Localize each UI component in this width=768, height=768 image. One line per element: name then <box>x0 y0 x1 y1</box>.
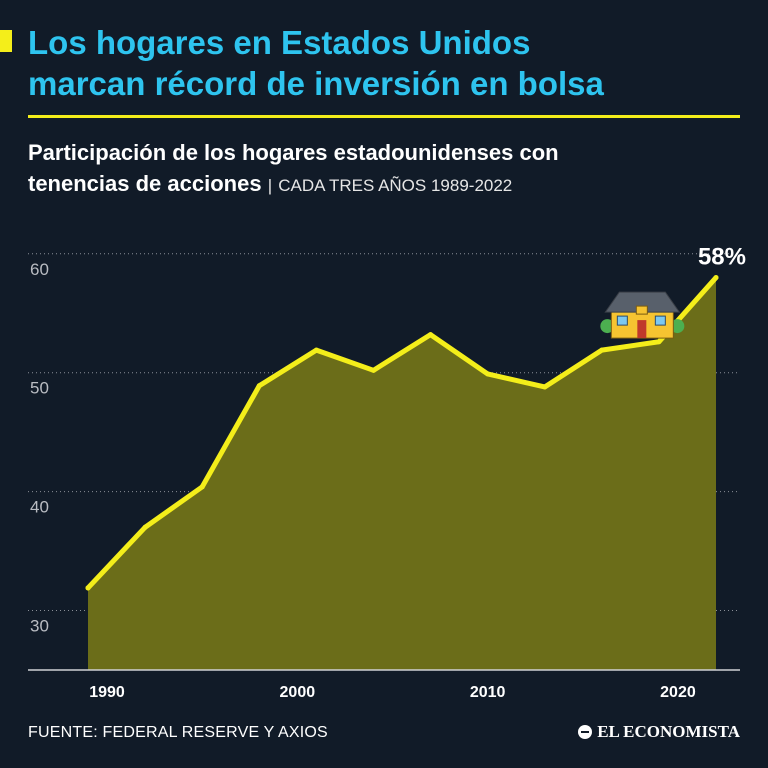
brand-mark-icon <box>578 725 593 739</box>
y-tick-label-40: 40 <box>30 498 49 517</box>
y-tick-label-60: 60 <box>30 260 49 279</box>
data-point-1998 <box>256 383 262 389</box>
data-point-2013 <box>542 384 548 390</box>
data-point-2019 <box>656 339 662 345</box>
title-line-1: Los hogares en Estados Unidos <box>28 24 531 61</box>
title-accent-bar <box>0 30 12 52</box>
subtitle-line-2: tenencias de acciones <box>28 171 262 196</box>
area-fill <box>88 277 716 670</box>
x-tick-label-1990: 1990 <box>89 684 125 700</box>
data-point-1989 <box>85 585 91 591</box>
subtitle-line-1: Participación de los hogares estadounide… <box>28 140 559 165</box>
data-point-1995 <box>199 484 205 490</box>
subtitle-separator: | <box>267 176 273 195</box>
subtitle-frequency: CADA TRES AÑOS 1989-2022 <box>278 176 513 195</box>
series-line <box>85 275 719 591</box>
page-title: Los hogares en Estados Unidos marcan réc… <box>28 22 758 104</box>
end-value-label: 58% <box>698 244 746 271</box>
data-point-2004 <box>370 367 376 373</box>
x-tick-label-2000: 2000 <box>280 684 316 700</box>
chart-subtitle: Participación de los hogares estadounide… <box>28 137 758 201</box>
x-tick-label-2010: 2010 <box>470 684 506 700</box>
data-point-2016 <box>599 347 605 353</box>
x-tick-label-2020: 2020 <box>660 684 696 700</box>
stock-ownership-chart: 30 40 50 60 1990 2000 2010 2020 58% <box>28 244 746 700</box>
title-line-2: marcan récord de inversión en bolsa <box>28 65 604 102</box>
source-note: FUENTE: FEDERAL RESERVE Y AXIOS <box>28 724 328 741</box>
data-point-2010 <box>485 371 491 377</box>
data-point-2001 <box>313 347 319 353</box>
y-tick-label-50: 50 <box>30 379 49 398</box>
title-divider <box>28 115 740 118</box>
data-point-2007 <box>428 332 434 338</box>
house-icon <box>600 291 685 339</box>
brand-name: EL ECONOMISTA <box>597 722 740 741</box>
brand-logo: EL ECONOMISTA <box>578 722 740 742</box>
data-point-1992 <box>142 524 148 530</box>
data-point-2022 <box>713 275 719 281</box>
y-tick-label-30: 30 <box>30 617 49 636</box>
